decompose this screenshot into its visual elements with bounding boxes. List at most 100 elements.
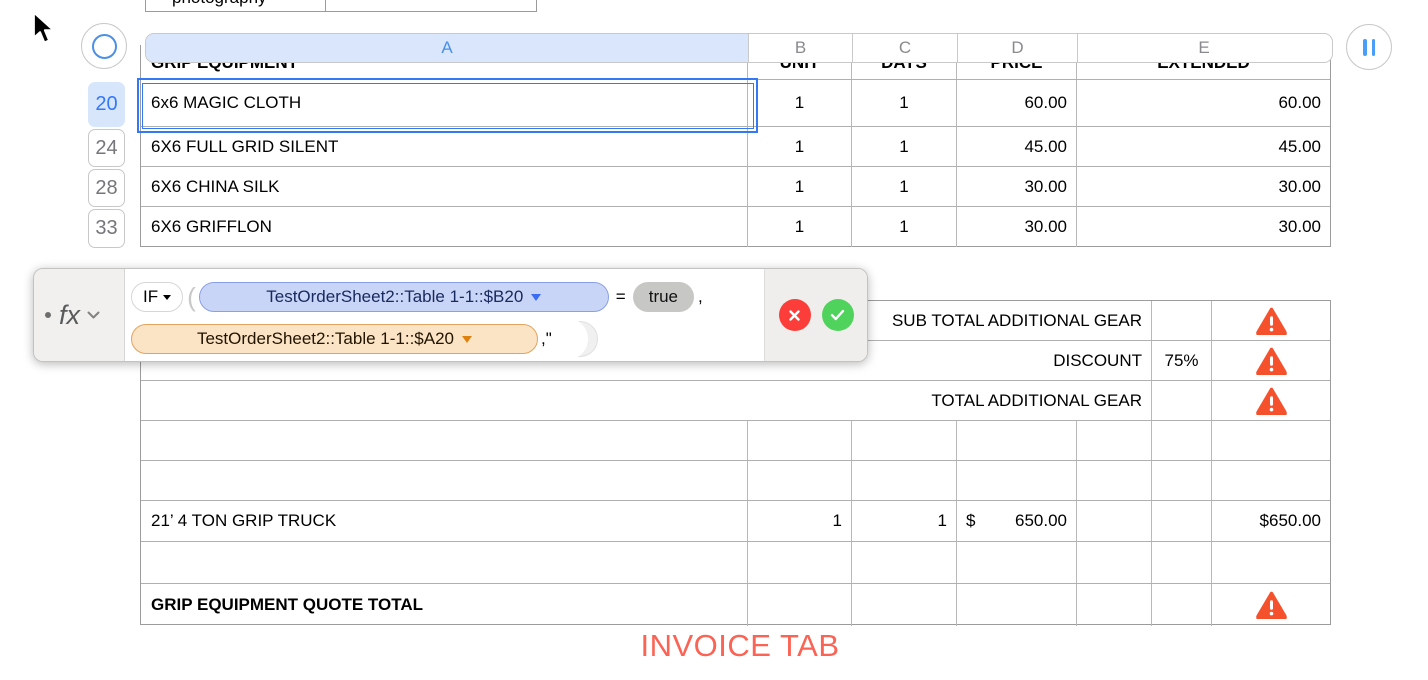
cell-item[interactable]: 6X6 CHINA SILK	[141, 167, 748, 206]
cell[interactable]	[957, 421, 1077, 460]
row-number: 20	[95, 93, 118, 115]
cell-discount-label[interactable]: DISCOUNT	[141, 341, 1152, 380]
cell-text: 1	[794, 136, 805, 156]
cell-text: 1	[794, 93, 805, 112]
cell[interactable]	[1077, 461, 1152, 500]
cell[interactable]	[748, 584, 852, 626]
cell-quote-total-label[interactable]: GRIP EQUIPMENT QUOTE TOTAL	[141, 584, 748, 626]
cell[interactable]	[1077, 501, 1152, 541]
cell[interactable]	[748, 542, 852, 583]
cell-extended[interactable]: $650.00	[1212, 501, 1330, 541]
cell-total-label[interactable]: TOTAL ADDITIONAL GEAR	[141, 381, 1152, 420]
column-header-b[interactable]: B	[749, 34, 853, 62]
cell-unit[interactable]: 1	[748, 127, 852, 166]
chevron-down-icon[interactable]	[87, 311, 100, 319]
currency-symbol: $	[966, 511, 976, 530]
empty-row	[141, 542, 1330, 584]
cell-days[interactable]: 1	[852, 80, 957, 126]
cell-days[interactable]: 1	[852, 167, 957, 206]
cell-subtotal-value[interactable]	[1152, 301, 1212, 340]
cell[interactable]	[141, 421, 748, 460]
cell[interactable]	[1152, 542, 1212, 583]
cell-discount-value[interactable]: 75%	[1152, 341, 1212, 380]
cell-price[interactable]: 30.00	[957, 167, 1077, 206]
cell-days[interactable]: 1	[852, 207, 957, 247]
boolean-token[interactable]: true	[632, 282, 695, 312]
cell-text: 60.00	[1024, 93, 1067, 112]
invoice-tab-label[interactable]: INVOICE TAB	[640, 628, 840, 663]
partial-table-above[interactable]: photography	[145, 0, 537, 12]
add-column-handle-icon[interactable]	[1346, 24, 1392, 70]
column-header-c[interactable]: C	[853, 34, 958, 62]
cell[interactable]	[1212, 421, 1330, 460]
cell-total-value[interactable]	[1152, 381, 1212, 420]
cell-extended[interactable]: 45.00	[1077, 127, 1330, 166]
cell[interactable]	[1212, 542, 1330, 583]
cell-extended[interactable]: 30.00	[1077, 207, 1330, 247]
cell-days[interactable]: 1	[852, 501, 957, 541]
cell[interactable]	[957, 542, 1077, 583]
cell[interactable]	[748, 421, 852, 460]
function-name: IF	[143, 287, 159, 306]
cell-text: 30.00	[1278, 176, 1321, 196]
cell-extended[interactable]: 60.00	[1077, 80, 1330, 126]
row-header-20[interactable]: 20	[88, 82, 125, 127]
cell[interactable]	[1152, 421, 1212, 460]
function-token[interactable]: IF	[131, 282, 184, 312]
cell-item[interactable]: 6X6 FULL GRID SILENT	[141, 127, 748, 166]
cell[interactable]	[1077, 542, 1152, 583]
circle-glyph	[91, 33, 117, 59]
cell[interactable]	[1212, 461, 1330, 500]
cell-extended[interactable]: 30.00	[1077, 167, 1330, 206]
column-header-d[interactable]: D	[958, 34, 1078, 62]
cell[interactable]	[1152, 461, 1212, 500]
warning-icon	[1255, 387, 1287, 415]
cell-unit[interactable]: 1	[748, 207, 852, 247]
cell-unit[interactable]: 1	[748, 501, 852, 541]
cell-unit[interactable]: 1	[748, 80, 852, 126]
accept-button[interactable]	[821, 299, 854, 331]
cell[interactable]	[1152, 501, 1212, 541]
table-handle-icon[interactable]	[81, 23, 127, 69]
cell-price[interactable]: 30.00	[957, 207, 1077, 247]
cell[interactable]	[141, 461, 748, 500]
cell[interactable]	[852, 461, 957, 500]
cell-text: 1	[832, 511, 842, 530]
column-header-a[interactable]: A	[146, 34, 749, 62]
row-header-33[interactable]: 33	[88, 209, 125, 248]
formula-line-2: TestOrderSheet2::Table 1-1::$A20 ,""	[131, 319, 598, 359]
cell[interactable]	[852, 542, 957, 583]
column-header-e[interactable]: E	[1078, 34, 1330, 62]
cell[interactable]	[852, 421, 957, 460]
cell-days[interactable]: 1	[852, 127, 957, 166]
cell-price[interactable]: 60.00	[957, 80, 1077, 126]
cell[interactable]	[852, 584, 957, 626]
cell-reference-token-a20[interactable]: TestOrderSheet2::Table 1-1::$A20	[131, 324, 538, 354]
cell[interactable]	[141, 542, 748, 583]
cell[interactable]	[1077, 421, 1152, 460]
cell-subtotal-label[interactable]: SUB TOTAL ADDITIONAL GEAR	[141, 301, 1152, 340]
cell-discount-status[interactable]	[1212, 341, 1330, 380]
cell-item[interactable]: 6X6 GRIFFLON	[141, 207, 748, 247]
cell[interactable]	[1152, 584, 1212, 626]
check-icon	[830, 309, 845, 321]
cancel-button[interactable]	[778, 299, 811, 331]
cell[interactable]	[957, 584, 1077, 626]
cell-price[interactable]: 45.00	[957, 127, 1077, 166]
table-row: 6X6 GRIFFLON 1 1 30.00 30.00	[141, 207, 1330, 247]
cell-subtotal-status[interactable]	[1212, 301, 1330, 340]
cell-quote-total-status[interactable]	[1212, 584, 1330, 626]
row-header-28[interactable]: 28	[88, 169, 125, 207]
cell-item[interactable]: 6x6 MAGIC CLOTH	[141, 80, 748, 126]
cell-item[interactable]: 21’ 4 TON GRIP TRUCK	[141, 501, 748, 541]
cell-unit[interactable]: 1	[748, 167, 852, 206]
column-letter: E	[1198, 38, 1210, 57]
cell-total-status[interactable]	[1212, 381, 1330, 420]
cell[interactable]	[957, 461, 1077, 500]
cell-price[interactable]: $650.00	[957, 501, 1077, 541]
cell[interactable]	[748, 461, 852, 500]
cell[interactable]	[1077, 584, 1152, 626]
formula-dot-icon	[45, 312, 51, 318]
row-header-24[interactable]: 24	[88, 129, 125, 167]
cell-reference-token-b20[interactable]: TestOrderSheet2::Table 1-1::$B20	[198, 282, 609, 312]
